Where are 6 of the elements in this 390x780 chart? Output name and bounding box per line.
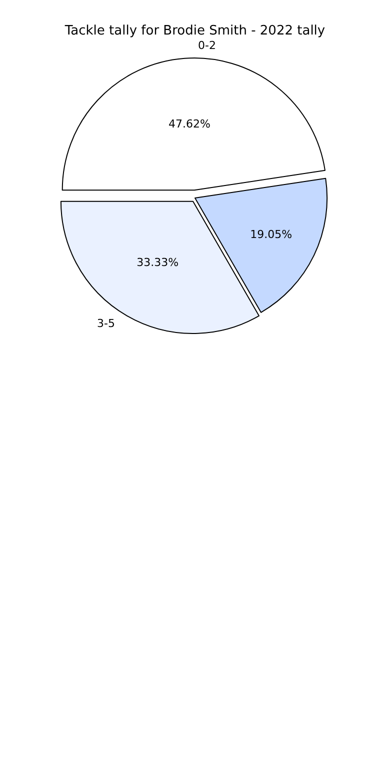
- data-label: 47.62%: [168, 118, 210, 131]
- data-label: 19.05%: [250, 228, 292, 242]
- data-label: 33.33%: [136, 256, 179, 270]
- slice-label: 3-5: [97, 317, 115, 330]
- chart-title: Tackle tally for Brodie Smith - 2022 tally: [64, 24, 326, 39]
- slice-label: 0-2: [198, 39, 216, 52]
